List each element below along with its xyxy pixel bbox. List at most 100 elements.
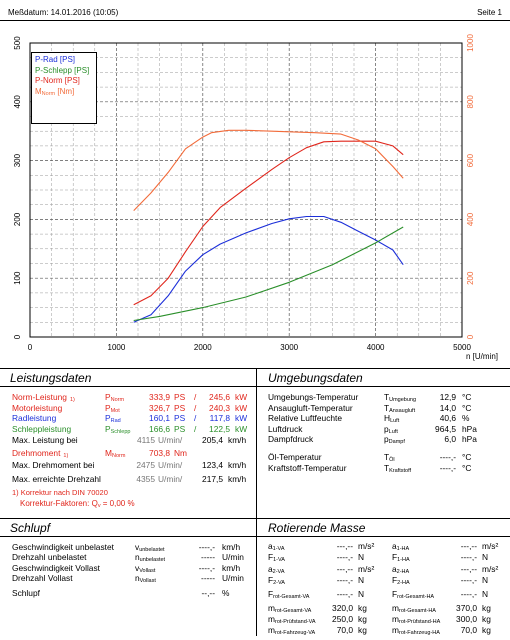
masse-right-symbol-symbol: F (392, 589, 398, 599)
leistung-symbol-subscript: Norm (110, 397, 125, 403)
x-tick-label: 4000 (367, 343, 385, 352)
schlupf-symbol: nVollast (135, 573, 156, 584)
masse-right-symbol: a1-HA (392, 541, 409, 552)
masse-right-symbol: F2-HA (392, 575, 410, 586)
masse-right-symbol: mrot-Fahrzeug-HA (392, 625, 440, 636)
max-leistung-label: Max. Leistung bei (12, 434, 78, 445)
schlupf-value: --,-- (201, 588, 215, 598)
leistung-label: Radleistung (12, 413, 59, 424)
masse-right-symbol-subscript: rot-Gesamt-HA (398, 607, 436, 614)
schlupf-label: Geschwindigkeit Vollast (12, 562, 100, 573)
umgebung-symbol: pDampf (384, 434, 405, 445)
masse-right-symbol-subscript: 1-HA (397, 557, 410, 563)
umgebung-label: Luftdruck (268, 423, 303, 434)
schlupf-unit: % (222, 588, 230, 598)
leistung-symbol-symbol: P (105, 392, 111, 402)
divider-vertical (256, 368, 257, 636)
umgebung-symbol: TÖl (384, 452, 395, 463)
leistung-separator: / (194, 423, 197, 434)
x-tick-label: 5000 (453, 343, 471, 352)
masse-left-value: ----,- (336, 575, 353, 585)
masse-right-symbol: Frot-Gesamt-HA (392, 589, 434, 600)
leistung-symbol-subscript: Mot (110, 407, 120, 414)
masse-left-unit: m/s² (358, 541, 375, 551)
masse-right-symbol: F1-HA (392, 552, 410, 563)
x-tick-label: 2000 (194, 343, 212, 352)
masse-left-symbol-subscript: 2-VA (272, 569, 285, 575)
leistung-footnote: 1) (69, 397, 75, 403)
masse-right-symbol-subscript: rot-Prüfstand-HA (398, 618, 441, 625)
leistung-symbol: PNorm (105, 392, 124, 403)
leistung-value-ps: 166,6 (149, 423, 170, 434)
drehmoment-symbol-subscript: Norm (111, 453, 126, 459)
masse-left-unit: N (358, 575, 365, 585)
max-drehzahl-value: 217,5 (202, 474, 223, 484)
masse-left-symbol-subscript: 1-VA (273, 557, 285, 563)
y-right-tick-label: 400 (466, 212, 475, 226)
max-drehmoment-label: Max. Drehmoment bei (12, 460, 95, 470)
leistung-symbol-symbol: P (105, 413, 111, 424)
masse-left-symbol-subscript: rot-Gesamt-VA (274, 607, 312, 614)
masse-right-symbol: mrot-Prüfstand-HA (392, 614, 440, 625)
schlupf-symbol: vVollast (135, 563, 155, 574)
schlupf-symbol-symbol: v (135, 562, 140, 573)
masse-left-symbol-subscript: rot-Fahrzeug-VA (274, 629, 316, 636)
masse-right-symbol-symbol: a (392, 564, 397, 574)
umgebung-label: Ansaugluft-Temperatur (268, 402, 353, 413)
umgebung-symbol: TKraftstoff (384, 463, 411, 474)
masse-left-symbol-symbol: m (268, 624, 275, 635)
y-left-tick-label: 0 (13, 334, 22, 339)
leistung-unit-ps: PS (174, 423, 186, 434)
schlupf-unit: U/min (222, 573, 244, 583)
umgebung-symbol-symbol: H (384, 413, 391, 423)
masse-right-symbol-subscript: 1-HA (396, 546, 410, 552)
legend-entry-p-rad: P-Rad [PS] (35, 55, 76, 64)
schlupf-symbol-subscript: Vollast (139, 567, 156, 574)
masse-left-unit: kg (358, 624, 367, 635)
masse-left-symbol: Frot-Gesamt-VA (268, 589, 309, 600)
leistung-unit-ps: PS (174, 402, 186, 413)
max-leistung-value: 205,4 (202, 434, 223, 445)
series-line-2 (133, 140, 404, 306)
header-divider (0, 20, 510, 21)
umgebung-value: 40,6 (439, 413, 456, 423)
masse-left-value: ----,- (336, 589, 353, 599)
masse-left-symbol-subscript: 2-VA (273, 580, 285, 586)
korrektur-line2: Korrektur-Faktoren: Qv = 0,00 % (20, 499, 135, 509)
umgebung-unit: °C (462, 452, 472, 462)
masse-left-symbol-subscript: 1-VA (272, 546, 285, 552)
korrektur-line1: 1) Korrektur nach DIN 70020 (12, 488, 108, 497)
schlupf-symbol-symbol: n (135, 573, 140, 583)
umgebung-symbol-subscript: Luft (390, 418, 400, 424)
leistung-unit-kw: kW (235, 392, 248, 402)
masse-right-symbol-symbol: m (392, 624, 399, 635)
masse-left-symbol-symbol: F (268, 575, 274, 585)
umgebung-value: 964,5 (435, 423, 456, 434)
masse-right-symbol: mrot-Gesamt-HA (392, 603, 436, 614)
leistung-unit-kw: kW (235, 402, 248, 413)
masse-left-value: ----,- (336, 552, 353, 562)
masse-left-symbol-symbol: F (268, 589, 274, 599)
legend-entry-m-norm: MNorm [Nm] (35, 86, 75, 97)
leistung-separator: / (194, 413, 197, 424)
max-leistung-rpm-unit: U/min/ (158, 434, 183, 445)
leistung-label: Norm-Leistung 1) (12, 392, 75, 403)
masse-right-symbol-subscript: rot-Fahrzeug-HA (398, 629, 440, 636)
masse-right-unit: m/s² (482, 541, 499, 551)
x-axis-unit-label: n [U/min] (466, 352, 498, 361)
divider-title-top (0, 386, 510, 387)
umgebung-label: Dampfdruck (268, 434, 314, 444)
leistung-separator: / (194, 392, 197, 402)
legend-entry-p-schlepp: P-Schlepp [PS] (35, 65, 90, 75)
leistung-symbol-symbol: P (105, 423, 111, 434)
schlupf-value: ----- (201, 573, 215, 583)
schlupf-symbol-subscript: unbelastet (139, 557, 166, 563)
drehmoment-label: Drehmoment 1) (12, 448, 68, 459)
series-line-3 (133, 129, 404, 211)
umgebung-label: Umgebungs-Temperatur (268, 392, 359, 402)
max-drehzahl-rpm: 4355 (136, 474, 155, 484)
masse-left-unit: N (358, 552, 365, 562)
x-tick-label: 1000 (108, 343, 126, 352)
schlupf-value: ----- (201, 552, 215, 562)
leistung-unit-kw: kW (235, 413, 248, 424)
